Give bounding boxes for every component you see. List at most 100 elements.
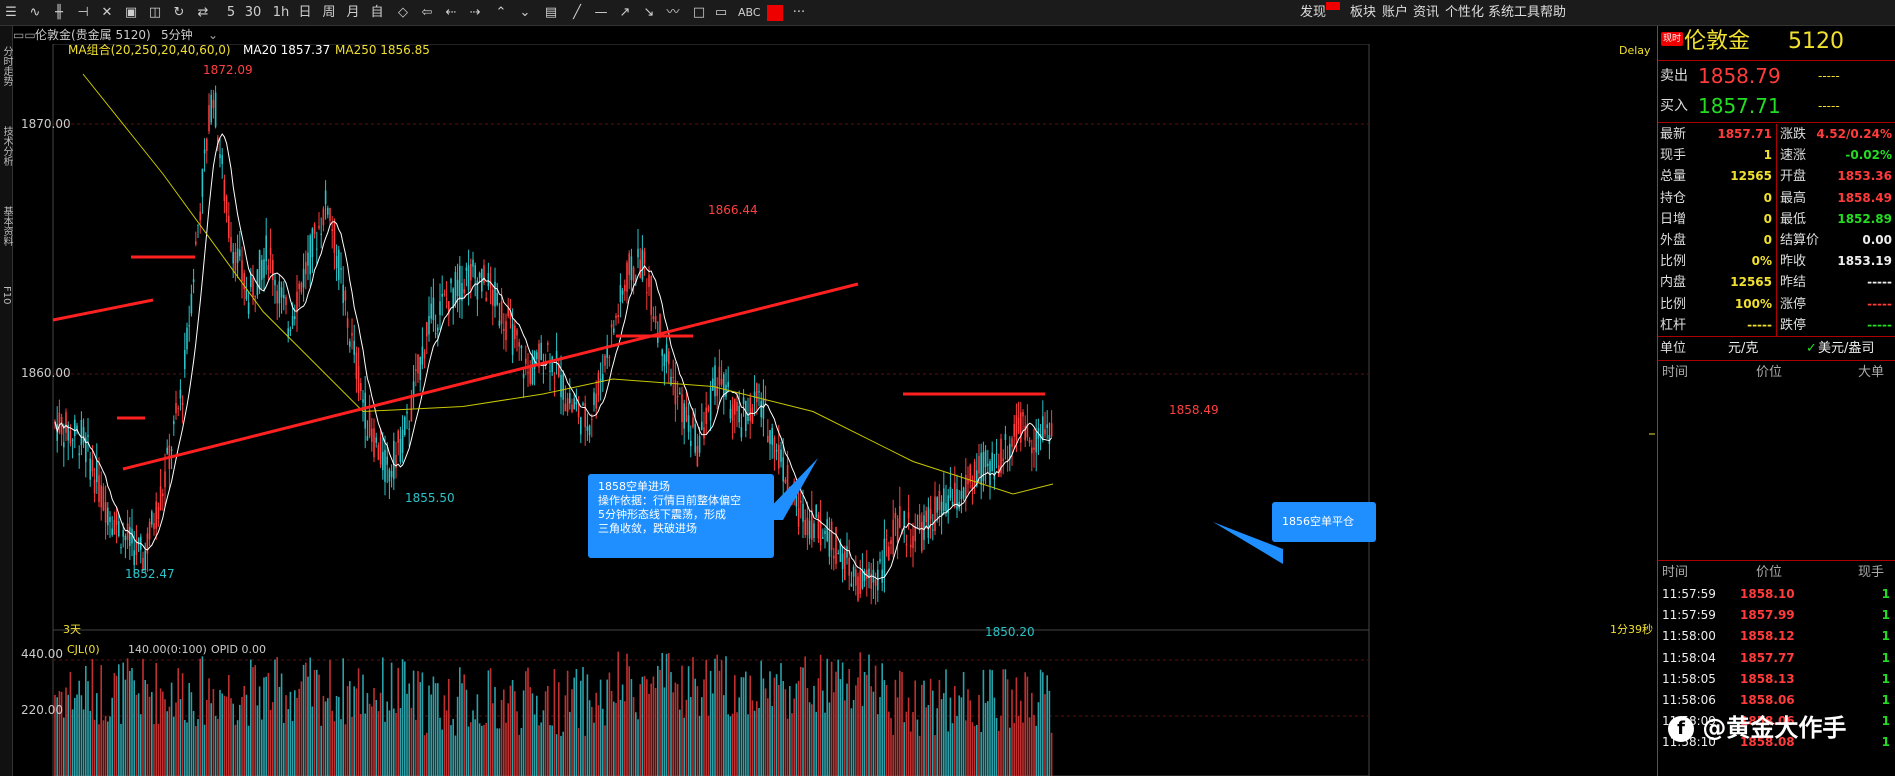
menu-sector[interactable]: 板块 bbox=[1350, 5, 1377, 20]
period-1h[interactable]: 1h bbox=[272, 5, 290, 20]
volume-bar bbox=[195, 725, 197, 776]
volume-bar bbox=[894, 679, 897, 776]
volume-bar bbox=[267, 672, 270, 776]
volume-bar bbox=[228, 675, 230, 776]
back-icon[interactable]: ⇠ bbox=[445, 5, 457, 20]
diamond-icon[interactable]: ◇ bbox=[398, 5, 408, 20]
period-week[interactable]: 周 bbox=[322, 5, 336, 20]
candle-body bbox=[331, 229, 333, 231]
menu-help[interactable]: 帮助 bbox=[1540, 5, 1567, 20]
volume-bar bbox=[760, 660, 762, 776]
candle-body bbox=[630, 256, 633, 281]
refresh-icon[interactable]: ↻ bbox=[173, 5, 185, 20]
volume-bar bbox=[470, 722, 472, 776]
volume-bar bbox=[709, 670, 712, 776]
volume-bar bbox=[1035, 725, 1037, 776]
hline-icon[interactable]: — bbox=[594, 5, 608, 20]
volume-bar bbox=[536, 695, 538, 776]
bar-cross-icon[interactable]: ⊣ bbox=[77, 5, 89, 20]
period-custom[interactable]: 自 bbox=[370, 5, 384, 20]
candle-body bbox=[1046, 424, 1048, 428]
volume-indicator-label[interactable]: CJL(0) bbox=[67, 643, 100, 656]
volume-bar bbox=[802, 667, 804, 776]
volume-bar bbox=[445, 710, 448, 776]
candle-body bbox=[676, 396, 679, 398]
menu-personal[interactable]: 个性化 bbox=[1445, 5, 1485, 20]
volume-bar bbox=[522, 690, 525, 776]
volume-bar bbox=[329, 659, 331, 776]
layout-icon[interactable]: ▤ bbox=[544, 5, 558, 20]
unit-value[interactable]: 元/克 bbox=[1728, 341, 1759, 356]
side-tab-basic[interactable]: 基本资料 bbox=[1, 206, 12, 246]
kline-chart[interactable]: MA组合(20,250,20,40,60,0) MA20 1857.37 MA2… bbox=[13, 44, 1655, 776]
quote-row: 持仓 0 最高 1858.49 bbox=[1658, 188, 1895, 209]
candle-body bbox=[518, 342, 520, 347]
wave-icon[interactable]: 〰 bbox=[666, 5, 680, 20]
volume-bar bbox=[855, 685, 857, 776]
ray-icon[interactable]: ↗ bbox=[619, 5, 631, 20]
candle-body bbox=[962, 487, 965, 499]
zoom-out-icon[interactable]: ⌄ bbox=[519, 5, 531, 20]
color-picker-icon[interactable] bbox=[767, 5, 783, 21]
period-30m[interactable]: 30 bbox=[244, 5, 262, 20]
candle-body bbox=[91, 459, 94, 472]
menu-account[interactable]: 账户 bbox=[1382, 5, 1409, 20]
draw-line-icon[interactable]: ╱ bbox=[573, 5, 581, 20]
menu-systools[interactable]: 系统工具 bbox=[1488, 5, 1541, 20]
candle-body bbox=[291, 316, 294, 326]
text-box-icon[interactable]: ▭ bbox=[714, 5, 728, 20]
volume-bar bbox=[857, 677, 859, 776]
period-month[interactable]: 月 bbox=[346, 5, 360, 20]
candle-body bbox=[496, 293, 498, 305]
volume-bar bbox=[571, 689, 573, 776]
more-button[interactable]: ··· bbox=[792, 5, 806, 20]
candle-body bbox=[329, 207, 331, 221]
price-tick-1870: 1870.00 bbox=[21, 117, 71, 131]
side-tab-timeshare[interactable]: 分时走势 bbox=[1, 46, 12, 86]
line-chart-icon[interactable]: ∿ bbox=[29, 5, 41, 20]
side-tab-f10[interactable]: F10 bbox=[1, 286, 12, 305]
chevron-down-icon[interactable]: ⌄ bbox=[208, 28, 219, 42]
menu-icon[interactable]: ☰ bbox=[5, 5, 17, 20]
left-arrow-icon[interactable]: ⇦ bbox=[421, 5, 433, 20]
candle-body bbox=[1048, 434, 1051, 444]
rect-icon[interactable]: □ bbox=[692, 5, 706, 20]
menu-info[interactable]: 资讯 bbox=[1413, 5, 1440, 20]
volume-bar bbox=[494, 687, 496, 776]
volume-bar bbox=[943, 693, 945, 776]
candle-body bbox=[1050, 423, 1053, 437]
compare-icon[interactable]: ⇄ bbox=[197, 5, 209, 20]
volume-bar bbox=[874, 665, 877, 776]
volume-bar bbox=[390, 662, 393, 776]
volume-bar bbox=[654, 687, 657, 776]
volume-bar bbox=[313, 670, 316, 776]
candle-body bbox=[879, 559, 881, 562]
ray-down-icon[interactable]: ↘ bbox=[643, 5, 655, 20]
forward-icon[interactable]: ⇢ bbox=[469, 5, 481, 20]
volume-bar bbox=[993, 697, 996, 776]
box-icon[interactable]: ▣ bbox=[124, 5, 138, 20]
zoom-in-icon[interactable]: ⌃ bbox=[495, 5, 507, 20]
tools-icon[interactable]: ✕ bbox=[101, 5, 113, 20]
unit-alt[interactable]: 美元/盎司 bbox=[1818, 341, 1875, 356]
candle-body bbox=[76, 425, 78, 430]
candle-body bbox=[459, 265, 461, 301]
period-day[interactable]: 日 bbox=[298, 5, 312, 20]
candle-body bbox=[258, 250, 261, 290]
candle-body bbox=[745, 400, 747, 432]
abc-text-button[interactable]: ABC bbox=[738, 6, 761, 19]
volume-panel-frame bbox=[52, 629, 1370, 776]
period-5m[interactable]: 5 bbox=[226, 5, 236, 20]
side-tab-technical[interactable]: 技术分析 bbox=[1, 126, 12, 166]
candle-body bbox=[393, 440, 395, 480]
volume-bar bbox=[918, 735, 921, 776]
menu-discover[interactable]: 发现 bbox=[1300, 5, 1327, 20]
box2-icon[interactable]: ◫ bbox=[148, 5, 162, 20]
candle-body bbox=[995, 453, 998, 455]
candle-icon[interactable]: ╫ bbox=[55, 5, 63, 20]
volume-bar bbox=[298, 688, 300, 776]
candle-body bbox=[808, 520, 811, 539]
candle-body bbox=[142, 557, 144, 571]
volume-bar bbox=[896, 697, 899, 776]
period-select[interactable]: 5分钟 bbox=[161, 28, 193, 42]
